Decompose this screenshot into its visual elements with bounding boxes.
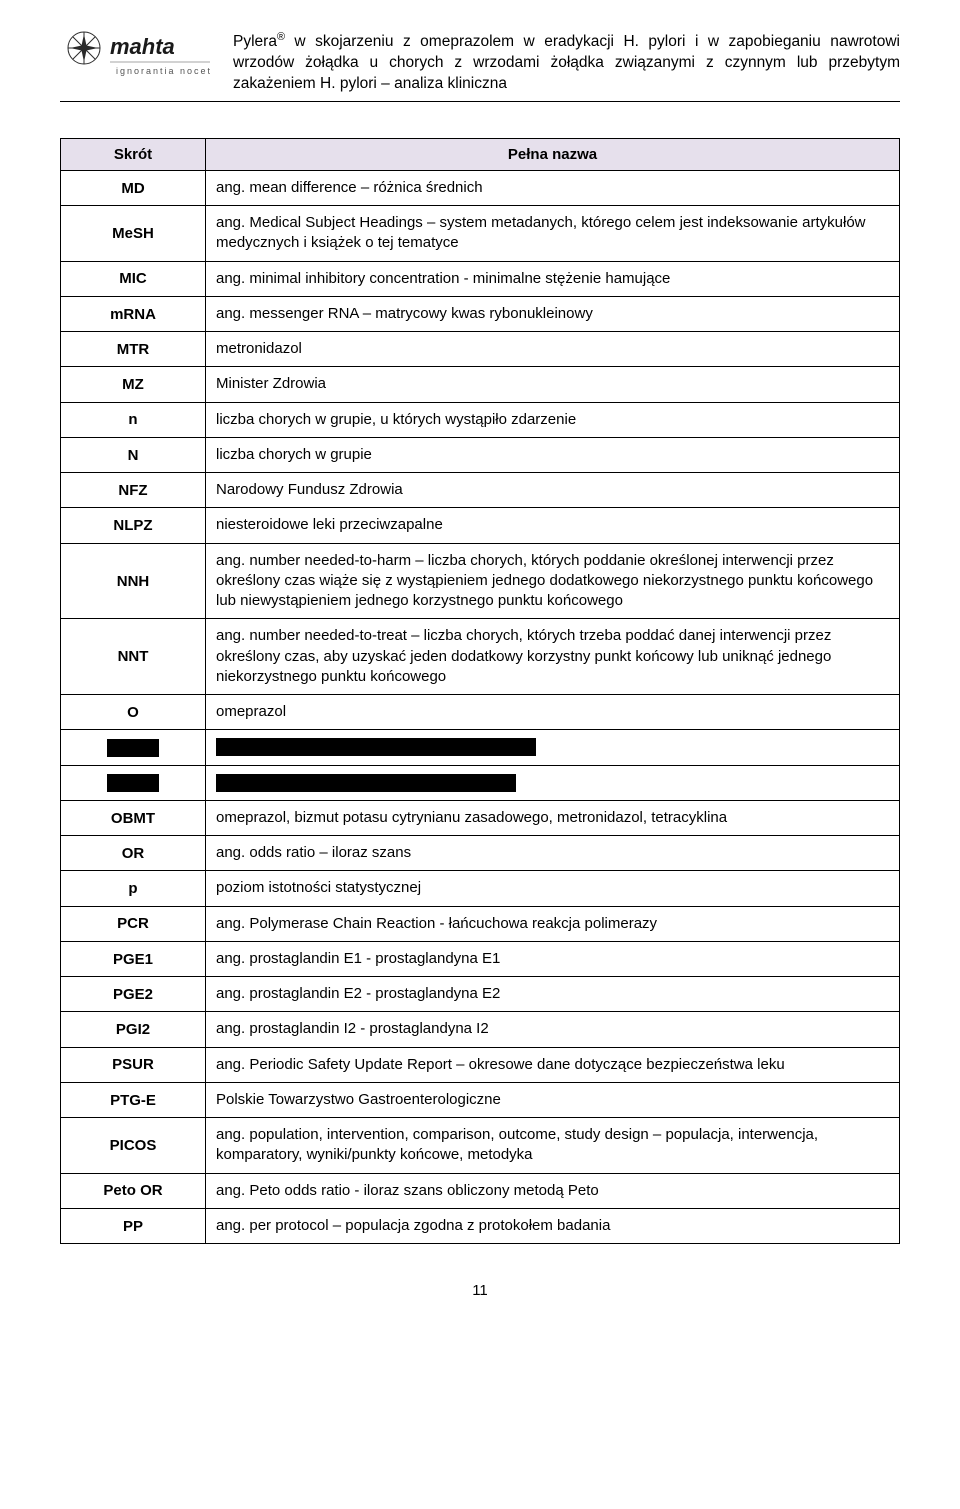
- table-row: MeSHang. Medical Subject Headings – syst…: [61, 206, 900, 262]
- table-row: ORang. odds ratio – iloraz szans: [61, 836, 900, 871]
- page-number: 11: [60, 1282, 900, 1299]
- cell-desc: ang. Medical Subject Headings – system m…: [206, 206, 900, 262]
- table-row: MZMinister Zdrowia: [61, 367, 900, 402]
- table-row: [61, 765, 900, 800]
- table-header-row: Skrót Pełna nazwa: [61, 138, 900, 170]
- cell-desc: ang. per protocol – populacja zgodna z p…: [206, 1208, 900, 1243]
- table-row: NLPZniesteroidowe leki przeciwzapalne: [61, 508, 900, 543]
- cell-desc: [206, 765, 900, 800]
- cell-abbr: PTG-E: [61, 1082, 206, 1117]
- table-row: Oomeprazol: [61, 695, 900, 730]
- cell-abbr: [61, 765, 206, 800]
- table-body: MDang. mean difference – różnica średnic…: [61, 170, 900, 1243]
- cell-desc: ang. minimal inhibitory concentration - …: [206, 261, 900, 296]
- header-name: Pełna nazwa: [206, 138, 900, 170]
- table-row: NFZNarodowy Fundusz Zdrowia: [61, 473, 900, 508]
- cell-desc: poziom istotności statystycznej: [206, 871, 900, 906]
- table-row: MDang. mean difference – różnica średnic…: [61, 170, 900, 205]
- table-row: PGI2ang. prostaglandin I2 - prostaglandy…: [61, 1012, 900, 1047]
- cell-abbr: MeSH: [61, 206, 206, 262]
- page-container: mahta ignorantia nocet Pylera® w skojarz…: [0, 0, 960, 1339]
- cell-abbr: p: [61, 871, 206, 906]
- cell-desc: Minister Zdrowia: [206, 367, 900, 402]
- redacted-block: [216, 774, 516, 792]
- table-row: [61, 730, 900, 765]
- logo-tagline-text: ignorantia nocet: [116, 66, 212, 76]
- table-row: mRNAang. messenger RNA – matrycowy kwas …: [61, 296, 900, 331]
- cell-desc: liczba chorych w grupie, u których wystą…: [206, 402, 900, 437]
- cell-desc: ang. Peto odds ratio - iloraz szans obli…: [206, 1173, 900, 1208]
- cell-abbr: MTR: [61, 332, 206, 367]
- cell-desc: ang. Polymerase Chain Reaction - łańcuch…: [206, 906, 900, 941]
- cell-abbr: N: [61, 437, 206, 472]
- cell-abbr: PGE2: [61, 977, 206, 1012]
- cell-desc: ang. prostaglandin E1 - prostaglandyna E…: [206, 941, 900, 976]
- table-row: PCRang. Polymerase Chain Reaction - łańc…: [61, 906, 900, 941]
- table-row: OBMTomeprazol, bizmut potasu cytrynianu …: [61, 800, 900, 835]
- cell-desc: ang. mean difference – różnica średnich: [206, 170, 900, 205]
- table-row: PGE1ang. prostaglandin E1 - prostaglandy…: [61, 941, 900, 976]
- table-row: PSURang. Periodic Safety Update Report –…: [61, 1047, 900, 1082]
- table-row: ppoziom istotności statystycznej: [61, 871, 900, 906]
- cell-abbr: PGE1: [61, 941, 206, 976]
- table-row: PTG-EPolskie Towarzystwo Gastroenterolog…: [61, 1082, 900, 1117]
- cell-abbr: NLPZ: [61, 508, 206, 543]
- page-header: mahta ignorantia nocet Pylera® w skojarz…: [60, 28, 900, 95]
- cell-desc: Narodowy Fundusz Zdrowia: [206, 473, 900, 508]
- header-divider: [60, 101, 900, 102]
- header-title: Pylera® w skojarzeniu z omeprazolem w er…: [233, 28, 900, 95]
- cell-desc: ang. prostaglandin E2 - prostaglandyna E…: [206, 977, 900, 1012]
- cell-abbr: NNH: [61, 543, 206, 619]
- cell-abbr: NFZ: [61, 473, 206, 508]
- table-row: MICang. minimal inhibitory concentration…: [61, 261, 900, 296]
- cell-abbr: MD: [61, 170, 206, 205]
- cell-abbr: MIC: [61, 261, 206, 296]
- table-row: NNHang. number needed-to-harm – liczba c…: [61, 543, 900, 619]
- table-row: MTRmetronidazol: [61, 332, 900, 367]
- brand-logo: mahta ignorantia nocet: [60, 28, 215, 88]
- abbreviations-table: Skrót Pełna nazwa MDang. mean difference…: [60, 138, 900, 1244]
- cell-desc: ang. prostaglandin I2 - prostaglandyna I…: [206, 1012, 900, 1047]
- table-row: NNTang. number needed-to-treat – liczba …: [61, 619, 900, 695]
- table-row: PGE2ang. prostaglandin E2 - prostaglandy…: [61, 977, 900, 1012]
- table-row: Nliczba chorych w grupie: [61, 437, 900, 472]
- cell-abbr: mRNA: [61, 296, 206, 331]
- cell-desc: ang. number needed-to-treat – liczba cho…: [206, 619, 900, 695]
- cell-abbr: NNT: [61, 619, 206, 695]
- table-row: PICOSang. population, intervention, comp…: [61, 1118, 900, 1174]
- cell-abbr: PICOS: [61, 1118, 206, 1174]
- cell-desc: ang. population, intervention, compariso…: [206, 1118, 900, 1174]
- cell-abbr: PSUR: [61, 1047, 206, 1082]
- cell-desc: liczba chorych w grupie: [206, 437, 900, 472]
- cell-abbr: PP: [61, 1208, 206, 1243]
- cell-desc: ang. odds ratio – iloraz szans: [206, 836, 900, 871]
- table-row: PPang. per protocol – populacja zgodna z…: [61, 1208, 900, 1243]
- table-row: Peto ORang. Peto odds ratio - iloraz sza…: [61, 1173, 900, 1208]
- cell-desc: ang. messenger RNA – matrycowy kwas rybo…: [206, 296, 900, 331]
- cell-desc: ang. number needed-to-harm – liczba chor…: [206, 543, 900, 619]
- redacted-block: [107, 739, 159, 757]
- cell-desc: omeprazol, bizmut potasu cytrynianu zasa…: [206, 800, 900, 835]
- cell-abbr: MZ: [61, 367, 206, 402]
- cell-abbr: n: [61, 402, 206, 437]
- cell-desc: omeprazol: [206, 695, 900, 730]
- cell-abbr: OR: [61, 836, 206, 871]
- cell-desc: ang. Periodic Safety Update Report – okr…: [206, 1047, 900, 1082]
- cell-abbr: PCR: [61, 906, 206, 941]
- cell-abbr: O: [61, 695, 206, 730]
- cell-abbr: OBMT: [61, 800, 206, 835]
- cell-abbr: Peto OR: [61, 1173, 206, 1208]
- redacted-block: [216, 738, 536, 756]
- header-abbr: Skrót: [61, 138, 206, 170]
- logo-brand-text: mahta: [110, 34, 175, 59]
- cell-abbr: [61, 730, 206, 765]
- cell-desc: Polskie Towarzystwo Gastroenterologiczne: [206, 1082, 900, 1117]
- cell-desc: niesteroidowe leki przeciwzapalne: [206, 508, 900, 543]
- table-row: nliczba chorych w grupie, u których wyst…: [61, 402, 900, 437]
- redacted-block: [107, 774, 159, 792]
- cell-desc: metronidazol: [206, 332, 900, 367]
- cell-abbr: PGI2: [61, 1012, 206, 1047]
- cell-desc: [206, 730, 900, 765]
